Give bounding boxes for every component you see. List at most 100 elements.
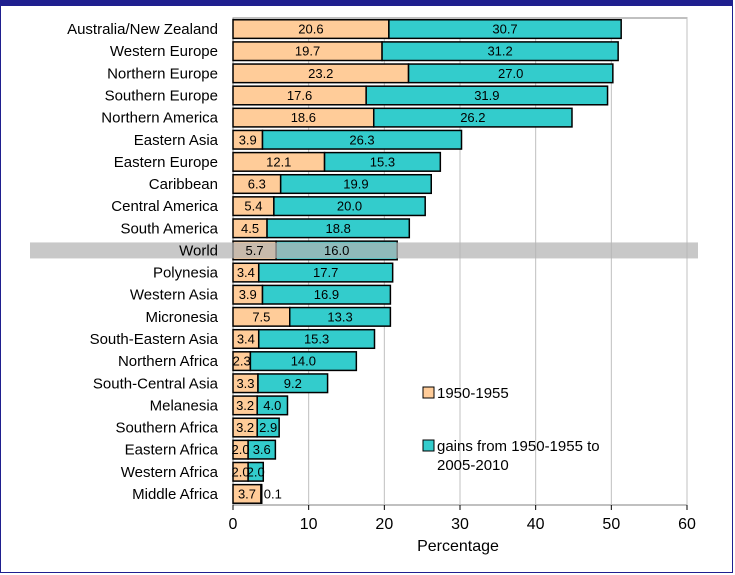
label-base-micronesia: 7.5 (252, 309, 270, 324)
label-gain-melanesia: 4.0 (263, 398, 281, 413)
label-base-eastern-africa: 2.0 (232, 442, 250, 457)
category-caribbean: Caribbean (149, 176, 218, 193)
label-base-world: 5.7 (246, 243, 264, 258)
category-micronesia: Micronesia (145, 309, 218, 326)
category-southern-africa: Southern Africa (115, 420, 218, 437)
label-base-eastern-europe: 12.1 (266, 154, 291, 169)
category-labels: Australia/New Zealand Western Europe North… (67, 21, 219, 503)
label-gain-western-africa: 2.0 (247, 464, 265, 479)
category-southern-europe: Southern Europe (105, 87, 218, 104)
bar-gain-micronesia (289, 306, 392, 327)
label-base-middle-africa: 3.7 (238, 486, 256, 501)
label-base-southern-africa: 3.2 (236, 420, 254, 435)
x-axis: 0 10 20 30 40 50 60 Percentage (229, 505, 696, 555)
category-australia-new-zealand: Australia/New Zealand (67, 21, 218, 38)
tick-label-0: 0 (229, 516, 238, 533)
bar-gain-eastern-africa (247, 439, 277, 460)
label-gain-northern-europe: 27.0 (498, 66, 523, 81)
bar-gain-eastern-europe (323, 151, 442, 172)
category-middle-africa: Middle Africa (132, 486, 219, 503)
category-eastern-europe: Eastern Europe (114, 154, 218, 171)
label-gain-caribbean: 19.9 (343, 177, 368, 192)
label-base-southern-europe: 17.6 (287, 88, 312, 103)
bar-gain-middle-africa (260, 483, 263, 504)
category-western-europe: Western Europe (110, 43, 218, 60)
label-base-northern-europe: 23.2 (308, 66, 333, 81)
label-gain-northern-america: 26.2 (460, 110, 485, 125)
category-world: World (179, 242, 218, 259)
label-base-eastern-asia: 3.9 (239, 132, 257, 147)
bar-gain-western-asia (261, 284, 392, 305)
category-polynesia: Polynesia (153, 265, 219, 282)
bar-gain-western-africa (247, 461, 265, 482)
legend-label-gain: gains from 1950-1955 to 2005-2010 (437, 438, 600, 474)
label-gain-polynesia: 17.7 (313, 265, 338, 280)
bar-gain-south-eastern-asia (257, 328, 376, 350)
label-base-south-america: 4.5 (241, 221, 259, 236)
bar-gain-caribbean (279, 173, 432, 195)
category-northern-america: Northern America (101, 110, 218, 127)
bar-gain-southern-europe (365, 85, 609, 106)
label-base-western-asia: 3.9 (239, 287, 257, 302)
label-gain-south-america: 18.8 (326, 221, 351, 236)
category-central-america: Central America (111, 198, 218, 215)
label-base-northern-america: 18.6 (291, 110, 316, 125)
label-base-south-central-asia: 3.3 (236, 376, 254, 391)
bar-gain-south-america (266, 218, 411, 239)
legend-label-base: 1950-1955 (437, 385, 509, 402)
tick-label-30: 30 (451, 516, 469, 533)
label-gain-middle-africa: 0.1 (264, 486, 282, 501)
bar-gain-australia-new-zealand (388, 19, 622, 40)
category-western-africa: Western Africa (121, 464, 219, 481)
label-base-melanesia: 3.2 (236, 398, 254, 413)
label-gain-central-america: 20.0 (337, 199, 362, 214)
label-base-caribbean: 6.3 (248, 177, 266, 192)
label-base-western-europe: 19.7 (295, 44, 320, 59)
legend: 1950-1955 gains from 1950-1955 to 2005-201… (422, 385, 600, 474)
label-gain-western-asia: 16.9 (314, 287, 339, 302)
highlight-band (30, 242, 698, 259)
label-base-australia-new-zealand: 20.6 (298, 22, 323, 37)
label-gain-micronesia: 13.3 (327, 309, 352, 324)
category-south-central-asia: South-Central Asia (93, 375, 219, 392)
tick-label-60: 60 (678, 516, 696, 533)
category-western-asia: Western Asia (130, 287, 219, 304)
tick-label-10: 10 (300, 516, 318, 533)
bar-gain-southern-africa (256, 417, 280, 438)
label-base-northern-africa: 2.3 (233, 354, 251, 369)
bar-gain-northern-europe (407, 63, 614, 84)
bar-gain-northern-africa (249, 351, 358, 372)
world-highlight-band: 5.7 16.0 (30, 242, 698, 259)
label-base-south-eastern-asia: 3.4 (237, 331, 255, 346)
label-gain-eastern-africa: 3.6 (253, 442, 271, 457)
category-south-eastern-asia: South-Eastern Asia (90, 331, 219, 348)
category-south-america: South America (120, 220, 218, 237)
category-northern-africa: Northern Africa (118, 353, 219, 370)
label-gain-southern-africa: 2.9 (259, 420, 277, 435)
legend-label-gain-line-1: gains from 1950-1955 to (437, 438, 600, 455)
bar-gain-northern-america (372, 107, 573, 128)
label-gain-western-europe: 31.2 (487, 44, 512, 59)
category-eastern-asia: Eastern Asia (134, 132, 219, 149)
label-gain-south-eastern-asia: 15.3 (304, 331, 329, 346)
bar-gain-central-america (273, 196, 426, 217)
bar-gain-south-central-asia (257, 373, 329, 394)
tick-label-40: 40 (527, 516, 545, 533)
x-axis-label: Percentage (417, 538, 499, 555)
bar-gain-polynesia (257, 262, 394, 283)
legend-label-gain-line-2: 2005-2010 (437, 457, 509, 474)
label-gain-eastern-asia: 26.3 (349, 132, 374, 147)
label-gain-world: 16.0 (324, 243, 349, 258)
legend-swatch-gain (422, 439, 435, 452)
legend-swatch-base (422, 386, 435, 399)
tick-label-50: 50 (602, 516, 620, 533)
label-base-western-africa: 2.0 (232, 464, 250, 479)
label-gain-northern-africa: 14.0 (291, 354, 316, 369)
label-base-central-america: 5.4 (244, 199, 262, 214)
bars (232, 19, 622, 504)
label-gain-southern-europe: 31.9 (474, 88, 499, 103)
tick-label-20: 20 (375, 516, 393, 533)
category-northern-europe: Northern Europe (107, 65, 218, 82)
label-base-polynesia: 3.4 (237, 265, 255, 280)
